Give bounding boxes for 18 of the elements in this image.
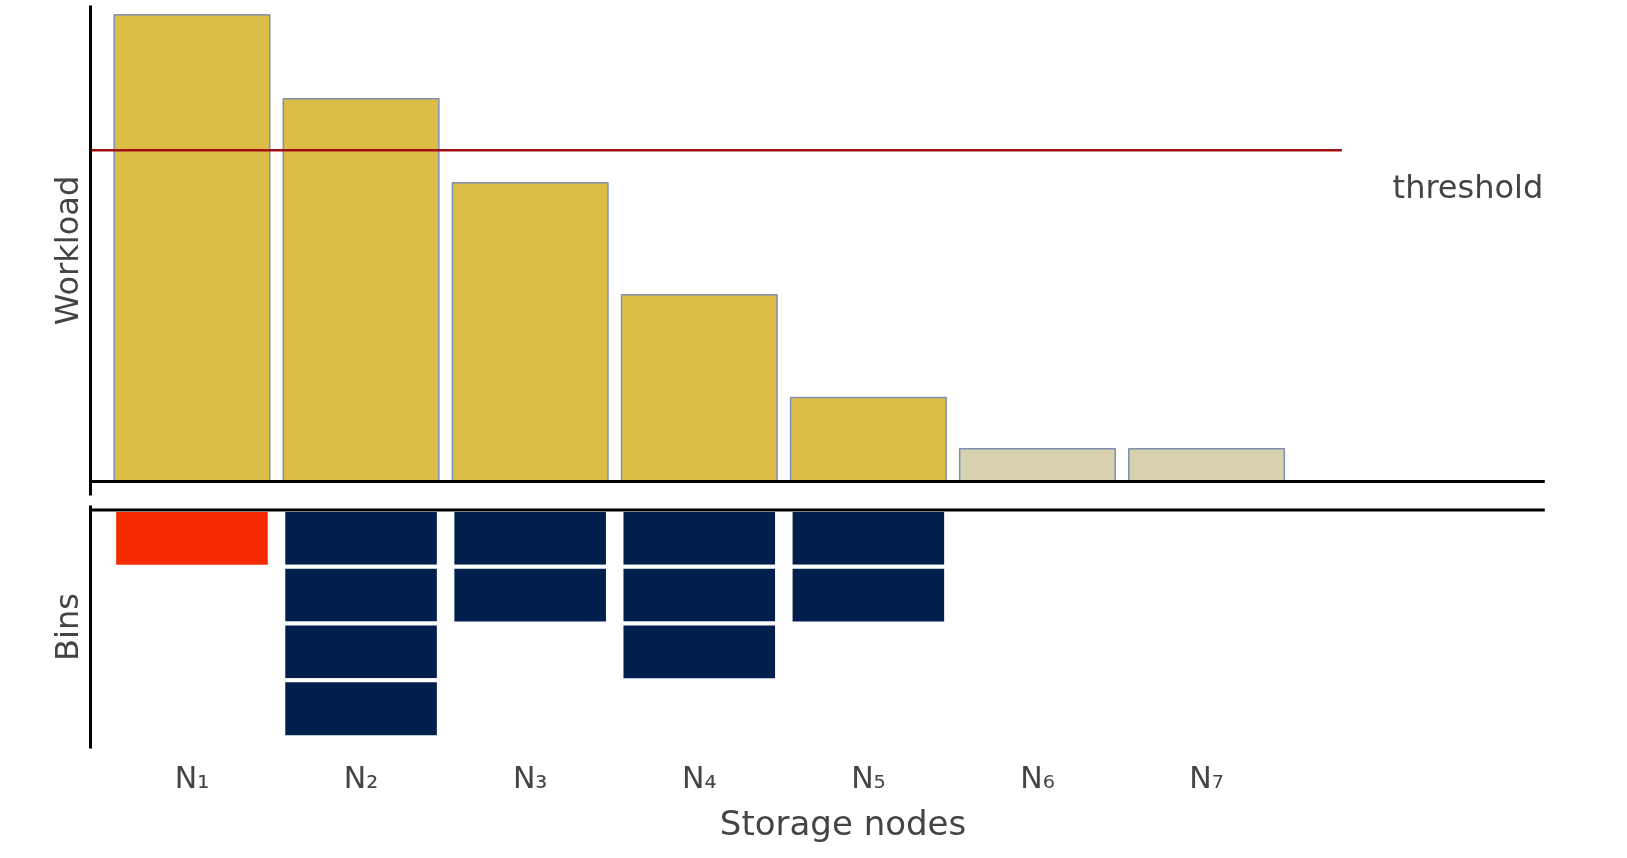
y-axis-title: Bins [47,593,86,661]
x-tick-label: N₁ [174,759,210,795]
x-tick-label: N₂ [343,759,379,795]
bar [958,448,1116,483]
bar [282,98,440,483]
bar [1128,448,1286,483]
x-tick-label: N₆ [1020,759,1055,795]
bar [789,396,947,483]
bar [620,294,778,483]
y-axis-title: Workload [47,175,86,326]
x-tick-label: N₄ [682,759,717,795]
x-axis-title: Storage nodes [719,802,967,843]
x-tick-label: N₃ [512,759,548,795]
x-tick-label: N₇ [1189,759,1224,795]
x-tick-label: N₅ [851,759,886,795]
ref-line-label: threshold [1392,168,1544,207]
bar [113,14,271,483]
bar [451,182,609,483]
